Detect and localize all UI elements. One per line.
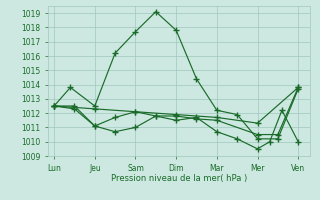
X-axis label: Pression niveau de la mer( hPa ): Pression niveau de la mer( hPa ) <box>111 174 247 183</box>
